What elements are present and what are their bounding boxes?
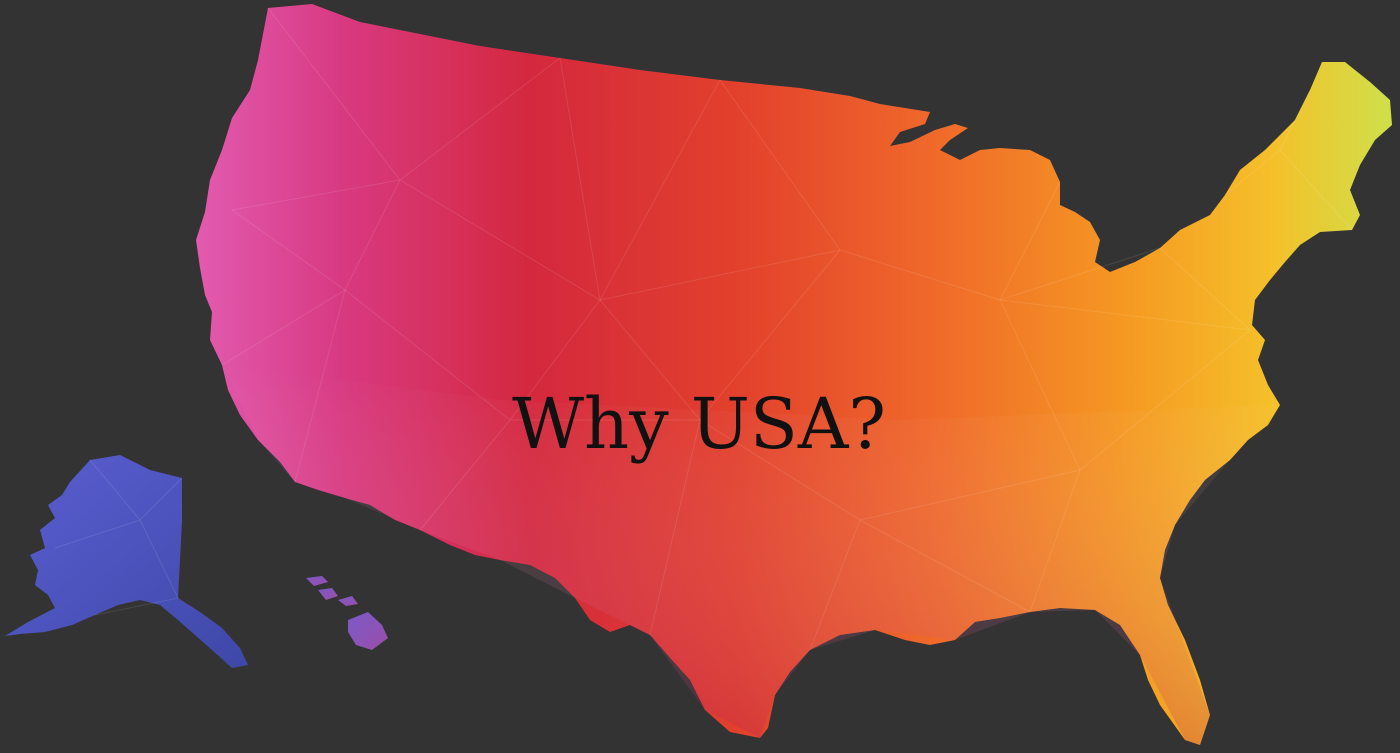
alaska-shape (5, 455, 248, 668)
hawaii-shape (306, 576, 388, 650)
contiguous-us-shape (196, 4, 1392, 745)
page-title: Why USA? (0, 382, 1400, 466)
page-title-text: Why USA? (512, 383, 886, 465)
